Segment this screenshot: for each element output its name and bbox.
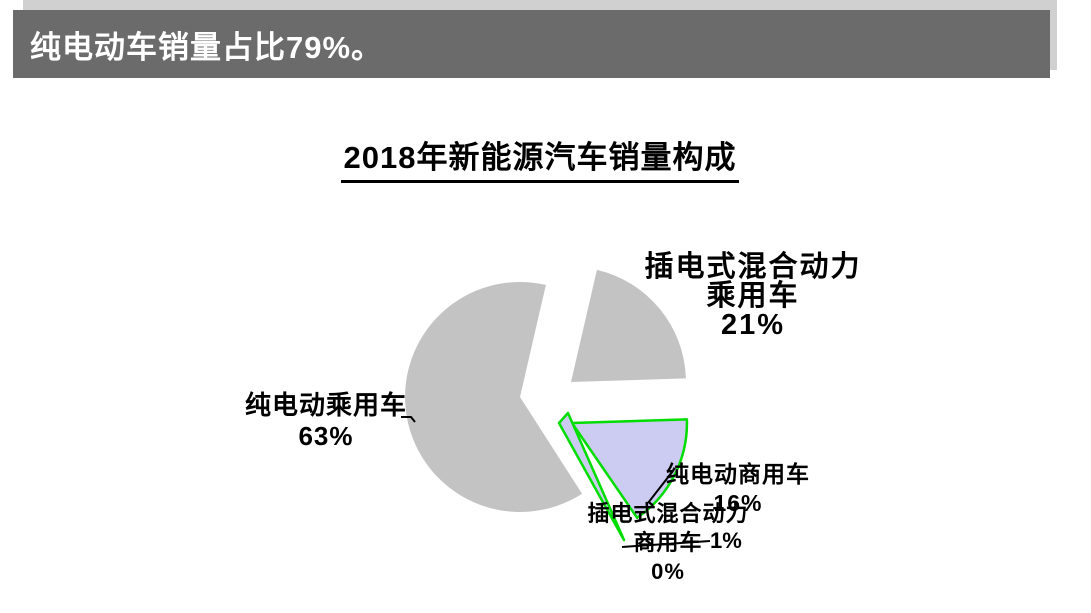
leader-line-bev-passenger (401, 416, 416, 423)
label-bev-commercial: 纯电动商用车 16% (638, 460, 838, 518)
pie-slices-group (405, 269, 689, 542)
label-bev-commercial-line1: 纯电动商用车 (666, 461, 810, 487)
label-bev-commercial-value: 16% (713, 490, 763, 516)
pie-slice-bev_passenger (405, 281, 583, 512)
label-phev-commercial: 插电式混合动力 商用车 0% (568, 499, 768, 586)
label-phev-commercial-value: 0% (651, 559, 685, 584)
leader-line-one-percent (621, 540, 711, 548)
pie-slice-bev_commercial (570, 418, 689, 520)
label-phev-passenger: 插电式混合动力 乘用车 21% (630, 253, 876, 340)
label-bev-passenger-value: 63% (298, 421, 354, 451)
chart-title: 2018年新能源汽车销量构成 (340, 132, 740, 183)
headline-text: 纯电动车销量占比79%。 (30, 29, 384, 65)
label-bev-passenger-line1: 纯电动乘用车 (244, 390, 407, 420)
label-one-percent: 1% (710, 528, 742, 553)
label-phev-passenger-line2: 乘用车 (706, 280, 800, 312)
label-phev-passenger-value: 21% (720, 309, 786, 341)
label-phev-passenger-line1: 插电式混合动力 (644, 251, 862, 283)
label-bev-passenger: 纯电动乘用车 63% (226, 390, 426, 452)
leader-line-bev-commercial (647, 475, 670, 504)
pie-slice-phev_passenger (571, 269, 686, 382)
headline-banner: 纯电动车销量占比79%。 (13, 10, 1050, 78)
label-phev-commercial-line1: 插电式混合动力 (587, 501, 749, 526)
pie-slice-phev_commercial (557, 411, 626, 542)
label-phev-commercial-line2: 商用车 (633, 530, 703, 555)
chart-title-wrap: 2018年新能源汽车销量构成 (0, 132, 1080, 183)
